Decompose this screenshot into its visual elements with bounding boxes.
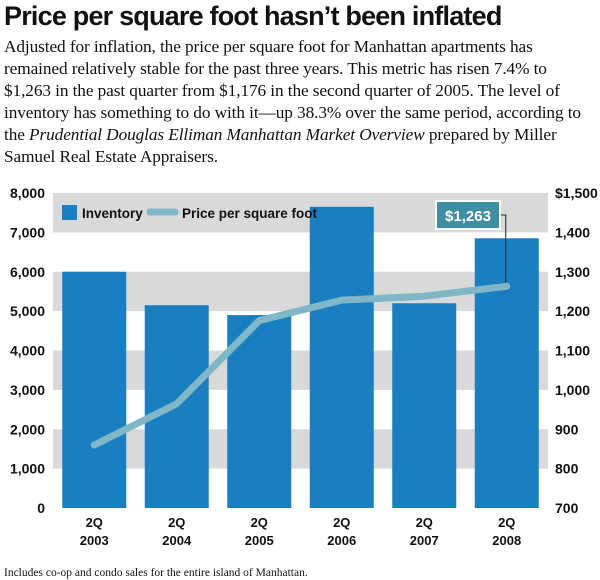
right-axis-tick-label: 1,400 bbox=[555, 224, 590, 240]
description-text-2: prepared by Miller Samuel Real Estate Ap… bbox=[4, 125, 557, 166]
left-axis-tick-label: 7,000 bbox=[10, 224, 45, 240]
left-axis-tick-label: 5,000 bbox=[10, 303, 45, 319]
right-axis-tick-label: $1,500 bbox=[555, 185, 598, 201]
chart-description: Adjusted for inflation, the price per sq… bbox=[4, 36, 596, 168]
left-axis-tick-label: 2,000 bbox=[10, 421, 45, 437]
x-axis-label-quarter: 2Q bbox=[86, 515, 103, 530]
x-axis-label-quarter: 2Q bbox=[333, 515, 350, 530]
inventory-bar bbox=[227, 315, 292, 508]
x-axis-label-quarter: 2Q bbox=[498, 515, 515, 530]
x-axis-label-year: 2003 bbox=[80, 533, 109, 548]
right-axis-tick-label: 1,000 bbox=[555, 382, 590, 398]
left-axis-tick-label: 1,000 bbox=[10, 461, 45, 477]
right-axis-tick-label: 1,300 bbox=[555, 264, 590, 280]
left-axis-tick-label: 0 bbox=[37, 500, 45, 516]
inventory-bar bbox=[309, 206, 374, 508]
x-axis-label-quarter: 2Q bbox=[416, 515, 433, 530]
legend-label-inventory: Inventory bbox=[82, 206, 143, 221]
footnote: Includes co-op and condo sales for the e… bbox=[4, 567, 308, 579]
left-axis-tick-label: 4,000 bbox=[10, 343, 45, 359]
description-text-1: Adjusted for inflation, the price per sq… bbox=[4, 37, 581, 144]
callout-box bbox=[435, 200, 501, 230]
grid-band bbox=[53, 429, 548, 469]
left-axis-tick-label: 8,000 bbox=[10, 185, 45, 201]
right-axis-tick-label: 1,100 bbox=[555, 343, 590, 359]
right-axis-tick-label: 900 bbox=[555, 421, 579, 437]
price-line bbox=[90, 282, 511, 449]
legend-swatch-inventory bbox=[62, 205, 77, 220]
chart-title: Price per square foot hasn’t been inflat… bbox=[4, 1, 502, 31]
x-axis-label-year: 2007 bbox=[410, 533, 439, 548]
inventory-bar bbox=[474, 238, 539, 508]
x-axis-label-year: 2006 bbox=[327, 533, 356, 548]
x-axis-label-year: 2008 bbox=[492, 533, 521, 548]
x-axis-label-year: 2004 bbox=[162, 533, 192, 548]
x-axis-label-quarter: 2Q bbox=[251, 515, 268, 530]
legend-label-price: Price per square foot bbox=[182, 206, 318, 221]
callout-label: $1,263 bbox=[445, 208, 491, 225]
x-axis-label-quarter: 2Q bbox=[168, 515, 185, 530]
callout-leader bbox=[500, 214, 507, 283]
x-axis-label-year: 2005 bbox=[245, 533, 274, 548]
left-axis-tick-label: 6,000 bbox=[10, 264, 45, 280]
grid-band bbox=[53, 350, 548, 390]
right-axis-tick-label: 700 bbox=[555, 500, 579, 516]
right-axis-tick-label: 800 bbox=[555, 461, 579, 477]
inventory-bar bbox=[62, 271, 127, 508]
description-source: Prudential Douglas Elliman Manhattan Mar… bbox=[29, 125, 425, 144]
left-axis-tick-label: 3,000 bbox=[10, 382, 45, 398]
inventory-bar bbox=[392, 303, 457, 508]
right-axis-tick-label: 1,200 bbox=[555, 303, 590, 319]
